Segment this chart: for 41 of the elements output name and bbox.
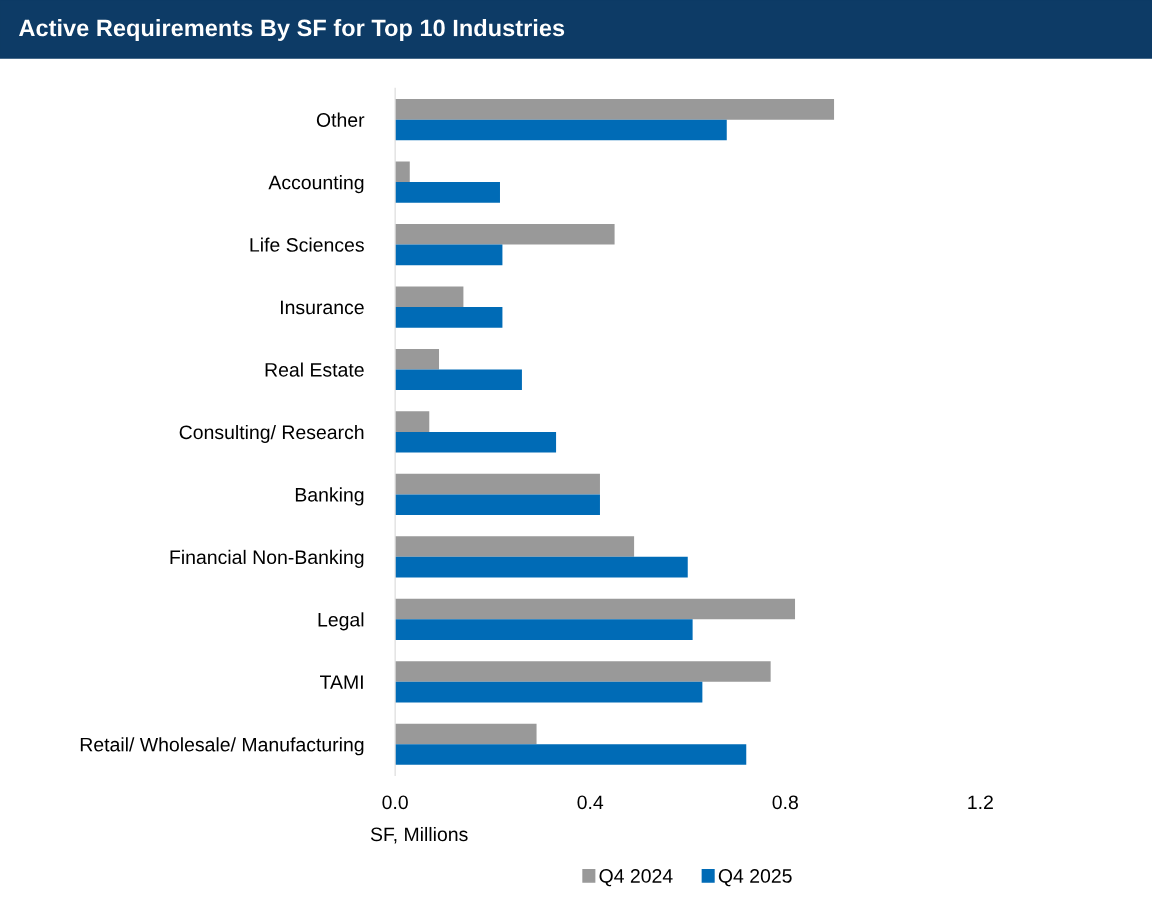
bar xyxy=(395,661,771,682)
y-tick-label: Consulting/ Research xyxy=(179,424,364,444)
bar xyxy=(395,723,537,745)
x-axis-title: SF, Millions xyxy=(370,826,468,844)
bar xyxy=(395,598,796,620)
bar xyxy=(395,473,600,495)
y-tick-label: Life Sciences xyxy=(250,237,364,252)
y-tick-label: TAMI xyxy=(320,675,363,689)
y-tick-label: Other xyxy=(316,112,365,127)
x-tick-label: 0.4 xyxy=(577,795,604,810)
bar xyxy=(395,307,503,328)
bar xyxy=(395,182,500,203)
bar xyxy=(395,348,440,370)
bar xyxy=(395,99,835,120)
bar xyxy=(395,119,727,141)
bar xyxy=(395,431,557,453)
legend-label: Q4 2025 xyxy=(718,869,792,887)
bar xyxy=(395,244,503,266)
bar xyxy=(395,744,747,765)
y-tick-label: Real Estate xyxy=(265,362,364,377)
legend-label: Q4 2024 xyxy=(599,869,673,887)
bar xyxy=(395,369,522,391)
y-tick-label: Financial Non-Banking xyxy=(170,549,364,568)
bar xyxy=(395,536,635,557)
y-tick-label: Legal xyxy=(318,612,364,631)
y-tick-label: Insurance xyxy=(280,300,364,315)
x-tick-label: 0.0 xyxy=(382,795,408,810)
bar xyxy=(395,223,615,245)
bar xyxy=(395,556,688,578)
bar xyxy=(395,411,430,432)
bar xyxy=(395,494,600,516)
y-tick-label: Retail/ Wholesale/ Manufacturing xyxy=(80,737,364,756)
bar xyxy=(395,286,464,308)
x-tick-label: 1.2 xyxy=(968,795,993,810)
bar xyxy=(395,619,693,640)
x-tick-label: 0.8 xyxy=(772,795,798,810)
chart-title: Active Requirements By SF for Top 10 Industries xyxy=(19,19,565,41)
bar xyxy=(395,681,703,703)
bar xyxy=(395,161,410,183)
y-tick-label: Banking xyxy=(295,487,364,506)
y-tick-label: Accounting xyxy=(268,175,364,194)
